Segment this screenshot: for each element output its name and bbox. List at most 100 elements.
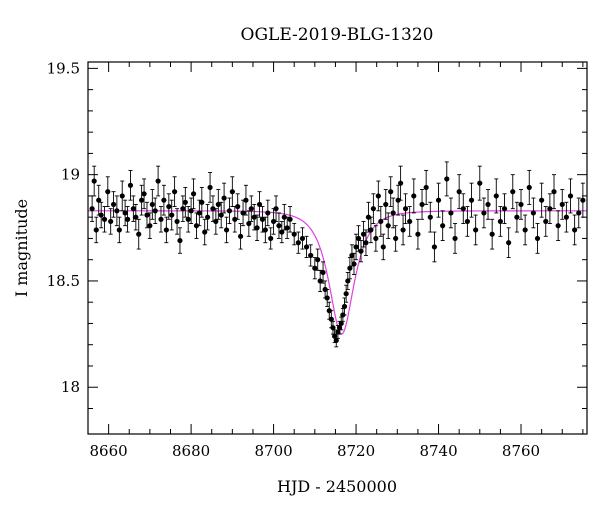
data-point bbox=[477, 180, 483, 186]
data-point bbox=[341, 303, 348, 310]
data-point bbox=[388, 189, 394, 195]
data-point bbox=[166, 203, 172, 210]
data-point bbox=[180, 206, 186, 212]
data-point bbox=[317, 278, 323, 284]
data-point bbox=[510, 189, 516, 195]
y-tick-label: 18 bbox=[61, 378, 80, 396]
data-point bbox=[98, 212, 104, 218]
data-point bbox=[141, 191, 147, 197]
data-point bbox=[116, 227, 122, 233]
data-point bbox=[431, 244, 438, 250]
data-point bbox=[506, 240, 512, 246]
data-point bbox=[444, 176, 450, 182]
data-point bbox=[96, 197, 102, 203]
data-point bbox=[526, 184, 532, 191]
data-point bbox=[265, 210, 271, 216]
data-point bbox=[326, 308, 332, 314]
data-point bbox=[407, 218, 413, 225]
data-point bbox=[185, 216, 191, 222]
x-tick-label: 8660 bbox=[90, 442, 128, 460]
data-point bbox=[345, 278, 351, 284]
data-point bbox=[328, 316, 334, 322]
data-point bbox=[378, 218, 384, 225]
data-point bbox=[481, 210, 487, 216]
data-point bbox=[373, 235, 379, 242]
data-point bbox=[149, 201, 155, 208]
data-point bbox=[287, 216, 293, 222]
data-point bbox=[343, 291, 349, 297]
data-point bbox=[468, 197, 475, 203]
data-point bbox=[543, 218, 549, 225]
data-point bbox=[559, 201, 565, 208]
data-point bbox=[172, 189, 178, 195]
data-point bbox=[489, 231, 495, 237]
axis-ticks-layer: 8660 8680 8700 8720 8740 8760 18 18.5 19 19.5 bbox=[47, 59, 587, 460]
data-point bbox=[270, 218, 277, 225]
data-point bbox=[452, 235, 458, 242]
data-point bbox=[223, 227, 230, 233]
data-point bbox=[572, 227, 578, 233]
data-point bbox=[119, 193, 125, 199]
y-tick-label: 19.5 bbox=[47, 59, 80, 77]
x-tick-label: 8760 bbox=[502, 442, 540, 460]
data-point bbox=[522, 227, 528, 233]
data-point bbox=[440, 223, 446, 229]
data-point bbox=[464, 218, 471, 225]
data-point bbox=[493, 193, 499, 199]
data-point bbox=[324, 295, 330, 301]
data-point bbox=[497, 218, 503, 225]
data-point bbox=[338, 320, 344, 327]
data-point bbox=[163, 227, 169, 233]
data-point bbox=[460, 206, 466, 212]
data-point bbox=[122, 210, 128, 216]
data-point bbox=[251, 214, 257, 220]
data-point bbox=[144, 212, 150, 218]
data-point bbox=[383, 201, 389, 208]
data-point bbox=[423, 184, 429, 191]
data-point bbox=[567, 193, 574, 199]
data-point bbox=[158, 216, 164, 222]
data-point bbox=[347, 265, 353, 271]
plot-frame bbox=[87, 61, 588, 435]
data-point bbox=[485, 201, 491, 208]
data-point bbox=[207, 184, 213, 191]
data-point bbox=[188, 208, 194, 214]
data-point bbox=[576, 210, 582, 216]
data-point bbox=[281, 214, 287, 220]
data-point bbox=[402, 206, 409, 212]
data-point bbox=[89, 206, 95, 212]
data-point bbox=[312, 265, 318, 271]
data-point bbox=[303, 244, 310, 250]
data-points-layer bbox=[89, 161, 586, 348]
data-point bbox=[370, 206, 376, 212]
data-point bbox=[448, 210, 454, 216]
data-point bbox=[218, 212, 224, 218]
data-point bbox=[375, 193, 381, 199]
data-point bbox=[419, 201, 425, 208]
data-point bbox=[415, 231, 421, 237]
data-point bbox=[114, 208, 120, 214]
data-point bbox=[397, 180, 404, 186]
data-point bbox=[254, 225, 260, 231]
data-point bbox=[174, 218, 180, 225]
data-point bbox=[295, 240, 301, 246]
data-point bbox=[199, 199, 205, 205]
data-point bbox=[110, 201, 117, 208]
data-point bbox=[456, 189, 462, 195]
data-point bbox=[246, 220, 252, 227]
data-point bbox=[196, 210, 202, 216]
data-point bbox=[539, 197, 545, 203]
data-point bbox=[202, 229, 208, 235]
data-point bbox=[351, 261, 357, 267]
data-point bbox=[127, 182, 134, 188]
data-point bbox=[268, 235, 274, 242]
data-point bbox=[427, 214, 433, 220]
data-point bbox=[435, 197, 442, 203]
data-point bbox=[273, 206, 279, 212]
data-point bbox=[210, 206, 216, 212]
data-point bbox=[133, 214, 139, 220]
data-point bbox=[380, 244, 386, 250]
data-point bbox=[130, 206, 136, 212]
data-point bbox=[136, 231, 142, 237]
data-point bbox=[368, 227, 374, 233]
